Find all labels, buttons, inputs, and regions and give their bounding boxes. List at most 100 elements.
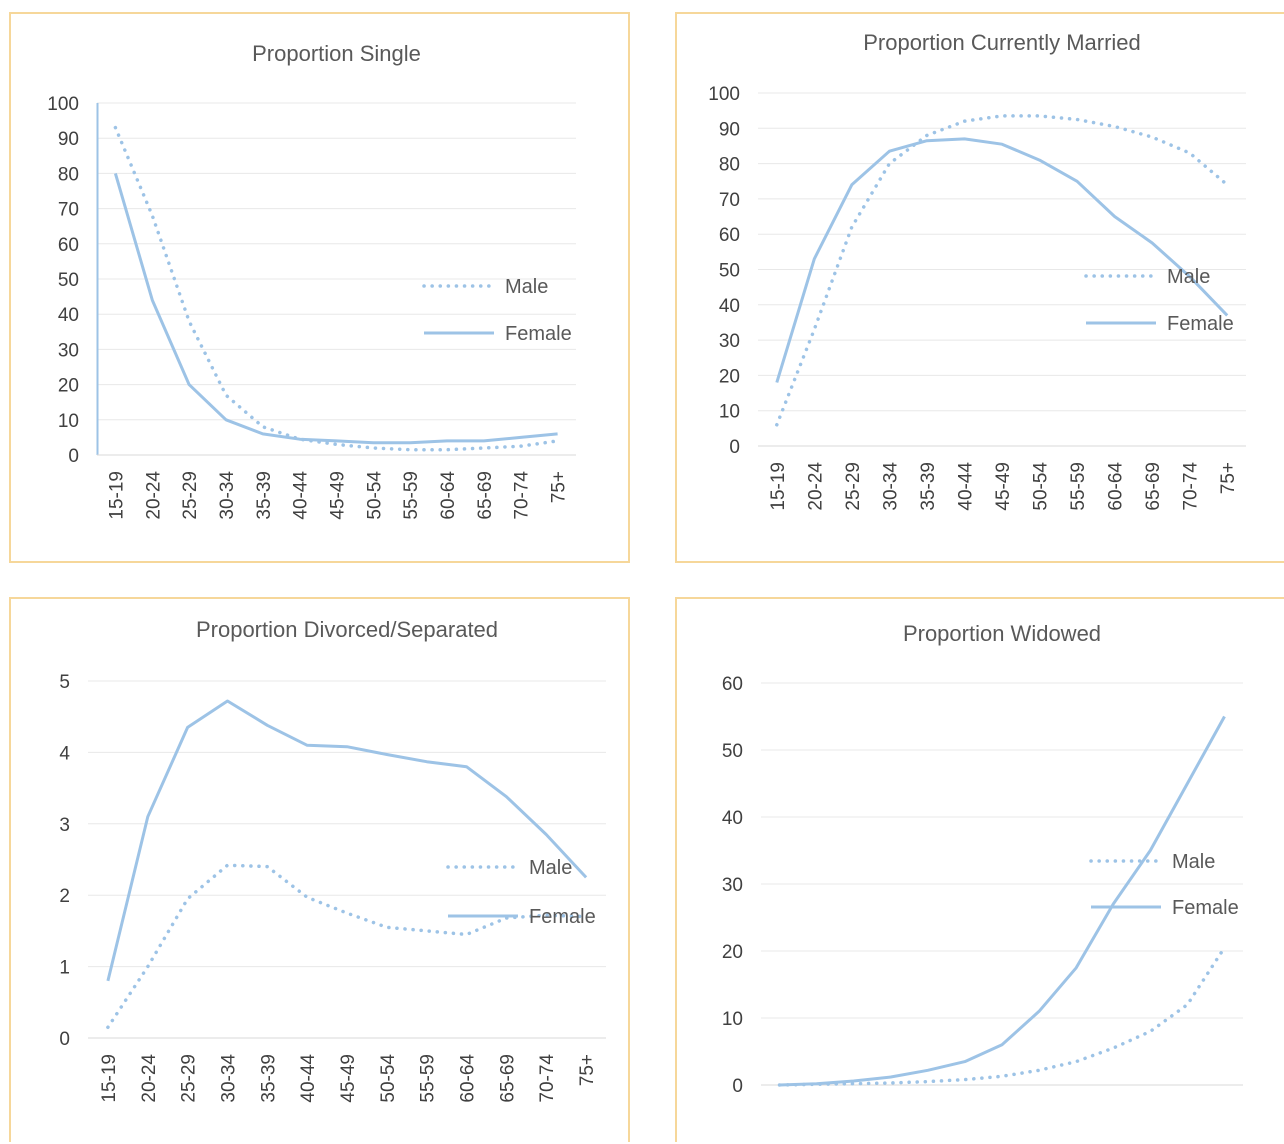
x-tick-label: 50-54 xyxy=(1031,462,1052,511)
y-tick-label: 3 xyxy=(59,815,70,836)
y-tick-label: 2 xyxy=(59,886,70,907)
x-tick-label: 35-39 xyxy=(258,1054,279,1103)
x-tick-label: 45-49 xyxy=(993,462,1014,511)
x-tick-label: 35-39 xyxy=(918,462,939,511)
x-tick-label: 55-59 xyxy=(1068,462,1089,511)
x-tick-label: 45-49 xyxy=(328,471,349,520)
chart-divorced-separated: Proportion Divorced/Separated 0 1 2 3 4 5 15-19… xyxy=(59,617,606,1103)
legend-label-male: Male xyxy=(529,857,572,879)
x-tick-label: 30-34 xyxy=(218,1054,239,1103)
y-tick-label: 30 xyxy=(58,340,79,361)
chart-panel-married: Proportion Currently Married 0 10 20 30 40 50 6… xyxy=(675,12,1284,563)
y-tick-label: 20 xyxy=(719,366,740,387)
chart-panel-widowed: Proportion Widowed 0 10 20 30 40 50 60 Male Femal… xyxy=(675,597,1284,1142)
x-tick-label: 55-59 xyxy=(401,471,422,520)
y-tick-label: 60 xyxy=(719,225,740,246)
chart-title: Proportion Currently Married xyxy=(863,30,1141,55)
y-tick-label: 50 xyxy=(719,261,740,282)
x-tick-label: 65-69 xyxy=(1143,462,1164,511)
series-line-male xyxy=(106,863,588,1030)
y-tick-label: 40 xyxy=(722,808,743,829)
chart-currently-married: Proportion Currently Married 0 10 20 30 40 50 6… xyxy=(708,30,1246,511)
y-tick-label: 20 xyxy=(722,942,743,963)
series-line-male xyxy=(777,945,1227,1087)
y-tick-label: 20 xyxy=(58,376,79,397)
y-tick-label: 50 xyxy=(722,741,743,762)
x-tick-label: 55-59 xyxy=(418,1054,439,1103)
series-line-female xyxy=(106,699,588,982)
x-tick-label: 30-34 xyxy=(217,471,238,520)
y-tick-label: 90 xyxy=(719,119,740,140)
y-tick-label: 70 xyxy=(58,200,79,221)
y-tick-label: 100 xyxy=(47,94,79,115)
x-tick-label: 75+ xyxy=(1218,462,1239,494)
series-line-male xyxy=(113,125,560,452)
y-tick-label: 30 xyxy=(719,331,740,352)
x-tick-label: 40-44 xyxy=(955,462,976,511)
y-tick-label: 0 xyxy=(68,446,79,467)
x-tick-label: 15-19 xyxy=(768,462,789,511)
legend-label-male: Male xyxy=(1172,851,1215,873)
y-tick-label: 0 xyxy=(732,1076,743,1097)
legend-label-male: Male xyxy=(1167,266,1210,288)
x-tick-label: 60-64 xyxy=(438,471,459,520)
x-tick-label: 70-74 xyxy=(1181,462,1202,511)
y-tick-label: 40 xyxy=(719,296,740,317)
y-tick-label: 70 xyxy=(719,190,740,211)
y-tick-label: 10 xyxy=(722,1009,743,1030)
chart-panel-divorced: Proportion Divorced/Separated 0 1 2 3 4 5 15-19… xyxy=(9,597,630,1142)
y-tick-label: 10 xyxy=(719,402,740,423)
x-tick-label: 25-29 xyxy=(179,1054,200,1103)
x-tick-label: 70-74 xyxy=(512,471,533,520)
y-tick-label: 30 xyxy=(722,875,743,896)
series-line-female xyxy=(113,172,558,445)
chart-widowed: Proportion Widowed 0 10 20 30 40 50 60 Male Femal… xyxy=(722,621,1243,1097)
series-line-female xyxy=(775,137,1229,383)
x-tick-label: 50-54 xyxy=(378,1054,399,1103)
y-tick-label: 60 xyxy=(722,674,743,695)
y-tick-label: 5 xyxy=(59,672,70,693)
x-tick-label: 20-24 xyxy=(143,471,164,520)
y-tick-label: 40 xyxy=(58,305,79,326)
y-tick-label: 60 xyxy=(58,235,79,256)
y-tick-label: 80 xyxy=(58,164,79,185)
legend-label-female: Female xyxy=(1172,897,1239,919)
legend-label-male: Male xyxy=(505,276,548,298)
x-tick-label: 75+ xyxy=(549,471,570,503)
x-tick-label: 20-24 xyxy=(805,462,826,511)
legend-label-female: Female xyxy=(1167,313,1234,335)
y-tick-label: 50 xyxy=(58,270,79,291)
series-line-female xyxy=(779,715,1226,1087)
x-tick-label: 65-69 xyxy=(497,1054,518,1103)
y-tick-label: 0 xyxy=(729,437,740,458)
y-tick-label: 90 xyxy=(58,129,79,150)
chart-single: Proportion Single 0 10 20 30 40 50 60 70 80 90 100 1… xyxy=(47,41,576,520)
x-tick-label: 15-19 xyxy=(99,1054,120,1103)
y-tick-label: 10 xyxy=(58,411,79,432)
x-tick-label: 45-49 xyxy=(338,1054,359,1103)
x-tick-label: 15-19 xyxy=(106,471,127,520)
y-tick-label: 1 xyxy=(59,958,70,979)
x-tick-label: 50-54 xyxy=(364,471,385,520)
x-tick-label: 20-24 xyxy=(139,1054,160,1103)
x-tick-label: 30-34 xyxy=(880,462,901,511)
x-tick-label: 35-39 xyxy=(254,471,275,520)
x-tick-label: 60-64 xyxy=(458,1054,479,1103)
x-tick-label: 40-44 xyxy=(291,471,312,520)
x-tick-label: 60-64 xyxy=(1106,462,1127,511)
chart-panel-single: Proportion Single 0 10 20 30 40 50 60 70 80 90 100 1… xyxy=(9,12,630,563)
chart-title: Proportion Divorced/Separated xyxy=(196,617,498,642)
y-tick-label: 100 xyxy=(708,84,740,105)
chart-title: Proportion Single xyxy=(252,41,421,66)
x-tick-label: 40-44 xyxy=(298,1054,319,1103)
x-tick-label: 75+ xyxy=(577,1054,598,1086)
y-tick-label: 0 xyxy=(59,1029,70,1050)
x-tick-label: 65-69 xyxy=(475,471,496,520)
x-tick-label: 25-29 xyxy=(180,471,201,520)
y-tick-label: 4 xyxy=(59,743,70,764)
legend-label-female: Female xyxy=(505,323,572,345)
x-tick-label: 25-29 xyxy=(843,462,864,511)
x-tick-label: 70-74 xyxy=(537,1054,558,1103)
chart-title: Proportion Widowed xyxy=(903,621,1101,646)
legend-label-female: Female xyxy=(529,906,596,928)
